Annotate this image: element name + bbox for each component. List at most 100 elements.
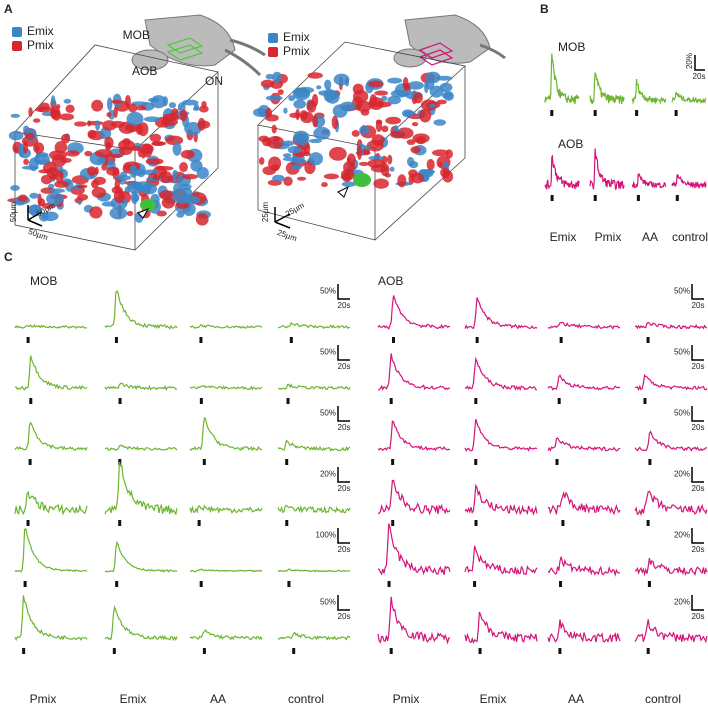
stimulus-mark bbox=[635, 110, 639, 116]
blob bbox=[197, 117, 206, 131]
scale-label: 20s bbox=[338, 362, 351, 371]
scale-label: 20s bbox=[338, 612, 351, 621]
stimulus-mark bbox=[557, 398, 561, 404]
panel-label: B bbox=[540, 2, 549, 16]
blob bbox=[110, 153, 123, 158]
stimulus-mark bbox=[118, 398, 122, 404]
blob bbox=[38, 198, 46, 207]
blob bbox=[387, 95, 401, 105]
arrowheads bbox=[137, 185, 349, 219]
scale-label: 20s bbox=[338, 484, 351, 493]
blob bbox=[272, 71, 282, 83]
stimulus-mark bbox=[643, 398, 647, 404]
blob bbox=[373, 178, 389, 189]
blob bbox=[118, 139, 135, 151]
blob bbox=[59, 113, 75, 121]
stimulus-label: control bbox=[288, 692, 324, 706]
blob bbox=[390, 89, 409, 98]
label-aob: AOB bbox=[132, 64, 157, 78]
blob bbox=[411, 121, 419, 127]
scale-label: 100% bbox=[316, 531, 336, 540]
blob bbox=[281, 140, 295, 147]
blob bbox=[29, 192, 39, 199]
stimulus-label: Pmix bbox=[393, 692, 420, 706]
stimulus-mark bbox=[391, 520, 395, 526]
trace bbox=[104, 382, 178, 391]
blob bbox=[113, 189, 125, 204]
stimulus-mark bbox=[559, 581, 563, 587]
scale-label: 50% bbox=[674, 287, 690, 296]
blob bbox=[371, 134, 385, 146]
trace bbox=[547, 437, 621, 452]
trace bbox=[277, 504, 351, 514]
blob bbox=[25, 132, 35, 140]
blob bbox=[130, 191, 139, 205]
blob bbox=[155, 165, 174, 171]
blob bbox=[384, 173, 392, 178]
trace bbox=[189, 628, 263, 641]
scale-label: 20s bbox=[338, 545, 351, 554]
blob bbox=[149, 133, 162, 143]
stimulus-mark bbox=[289, 337, 293, 343]
stimulus-mark bbox=[674, 110, 678, 116]
blob bbox=[172, 142, 182, 156]
trace bbox=[378, 479, 451, 516]
stimulus-mark bbox=[292, 648, 296, 654]
trace bbox=[14, 595, 88, 641]
stimulus-mark bbox=[114, 337, 118, 343]
scale-bar bbox=[337, 345, 350, 361]
blob bbox=[442, 170, 454, 183]
stimulus-mark bbox=[112, 648, 116, 654]
trace bbox=[104, 289, 178, 330]
panel-label: A bbox=[4, 2, 13, 16]
legend-swatch bbox=[268, 47, 278, 57]
blob bbox=[441, 91, 453, 100]
blob bbox=[151, 141, 166, 147]
blob bbox=[403, 82, 411, 92]
stimulus-label: Emix bbox=[550, 230, 577, 244]
stimulus-mark bbox=[474, 398, 478, 404]
blob bbox=[106, 97, 113, 111]
group-label: MOB bbox=[30, 274, 57, 288]
blob bbox=[192, 106, 200, 111]
scale-bar bbox=[691, 595, 704, 611]
stimulus-mark bbox=[23, 581, 27, 587]
stimulus-mark bbox=[391, 459, 395, 465]
blob bbox=[94, 149, 113, 158]
stimulus-mark bbox=[199, 398, 203, 404]
blob bbox=[87, 129, 97, 139]
blob bbox=[344, 78, 350, 87]
blob bbox=[50, 95, 56, 107]
stimulus-mark bbox=[561, 520, 565, 526]
blob bbox=[331, 115, 339, 129]
trace bbox=[104, 604, 178, 642]
blob bbox=[126, 111, 144, 126]
stimulus-mark bbox=[389, 398, 393, 404]
trace bbox=[631, 78, 667, 105]
blob bbox=[109, 206, 128, 220]
blob bbox=[168, 102, 177, 109]
scale-label: 20s bbox=[338, 301, 351, 310]
trace bbox=[189, 504, 263, 514]
blob bbox=[33, 153, 50, 165]
scale-label: 50% bbox=[320, 409, 336, 418]
blob bbox=[353, 173, 371, 187]
scale-bars bbox=[27, 205, 291, 229]
stimulus-mark bbox=[29, 398, 33, 404]
blob bbox=[84, 150, 93, 157]
stimulus-label: Pmix bbox=[595, 230, 622, 244]
trace bbox=[631, 172, 667, 189]
stimulus-mark bbox=[675, 195, 679, 201]
blob bbox=[407, 81, 424, 90]
trace bbox=[671, 91, 707, 105]
blob bbox=[49, 188, 66, 194]
stimulus-mark bbox=[199, 581, 203, 587]
blob bbox=[429, 85, 444, 98]
scale-bar bbox=[337, 528, 350, 544]
scale-label: 20% bbox=[674, 598, 690, 607]
legend-label: Emix bbox=[27, 24, 54, 38]
blob bbox=[437, 161, 443, 168]
blob bbox=[295, 134, 309, 146]
blob bbox=[288, 95, 296, 102]
blob bbox=[93, 176, 107, 185]
